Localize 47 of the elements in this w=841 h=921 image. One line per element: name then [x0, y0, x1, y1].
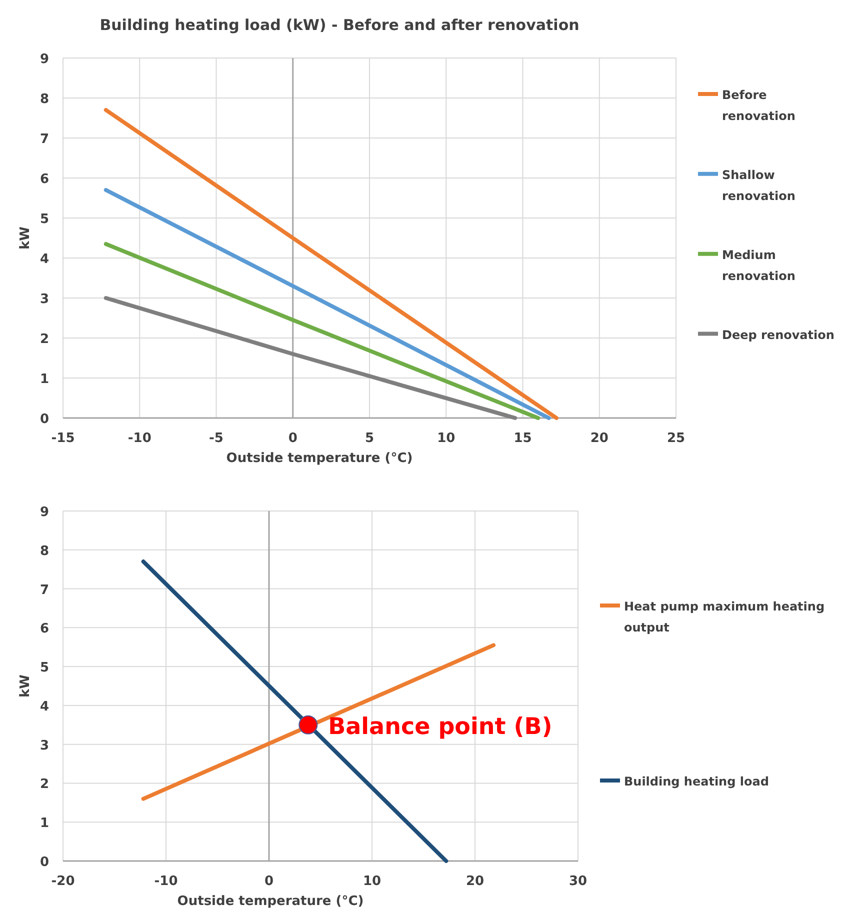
y-tick-label: 4	[40, 252, 49, 267]
y-tick-label: 0	[40, 855, 49, 870]
x-tick-label: 10	[437, 431, 456, 446]
y-tick-label: 3	[40, 292, 49, 307]
y-tick-label: 3	[40, 738, 49, 754]
x-tick-label: 30	[568, 874, 588, 889]
x-tick-label: 0	[288, 431, 298, 446]
x-axis-title: Outside temperature (°C)	[226, 451, 413, 466]
y-tick-label: 9	[40, 52, 49, 67]
legend-label: Shallow renovation	[722, 168, 796, 203]
y-tick-label: 4	[40, 699, 49, 714]
y-tick-label: 5	[40, 212, 49, 227]
x-tick-label: -10	[154, 874, 178, 889]
y-tick-label: 6	[40, 172, 49, 187]
y-axis-title: kW	[18, 674, 33, 698]
y-tick-label: 1	[40, 816, 49, 832]
x-tick-label: -5	[209, 431, 224, 446]
x-tick-label: 0	[264, 874, 274, 889]
y-tick-label: 8	[40, 92, 49, 107]
y-tick-label: 5	[40, 660, 49, 676]
chart-title: Building heating load (kW) - Before and after renovation	[100, 16, 580, 34]
y-tick-label: 1	[40, 372, 49, 387]
legend-label: Medium renovation	[722, 248, 796, 283]
y-tick-label: 2	[40, 332, 49, 347]
y-tick-label: 8	[40, 544, 49, 559]
legend-label: Before renovation	[722, 88, 796, 123]
y-tick-label: 7	[40, 582, 49, 598]
x-tick-label: -10	[128, 431, 152, 446]
x-axis-title: Outside temperature (°C)	[177, 894, 364, 909]
x-tick-label: 25	[666, 431, 686, 446]
annotation: Balance point (B)	[328, 714, 552, 740]
y-tick-label: 0	[40, 412, 49, 427]
legend-label: Building heating load	[624, 774, 769, 788]
y-axis-title: kW	[18, 226, 33, 250]
y-tick-label: 6	[40, 622, 49, 637]
x-tick-label: 5	[364, 431, 374, 446]
x-tick-label: 10	[362, 874, 382, 889]
y-tick-label: 7	[40, 132, 49, 147]
x-tick-label: 20	[590, 431, 608, 446]
y-tick-label: 2	[40, 777, 49, 792]
x-tick-label: -20	[51, 874, 75, 889]
y-tick-label: 9	[40, 505, 49, 520]
x-tick-label: -15	[51, 431, 75, 446]
x-tick-label: 20	[466, 874, 484, 889]
legend-label: Heat pump maximum heating output	[624, 600, 825, 634]
legend-label: Deep renovation	[722, 328, 834, 342]
x-tick-label: 15	[514, 431, 532, 446]
